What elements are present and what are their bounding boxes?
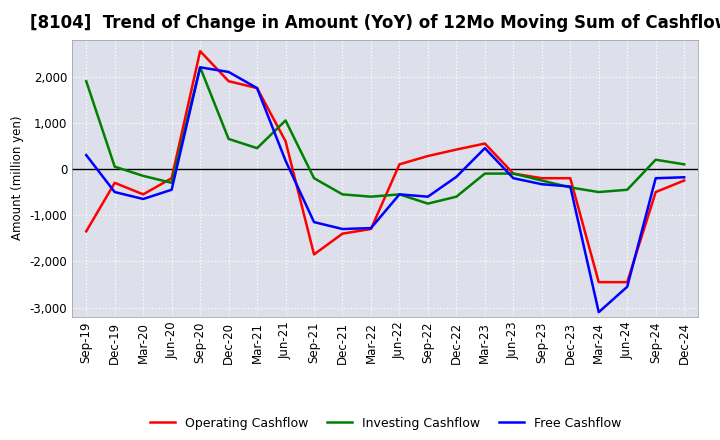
Investing Cashflow <box>509 171 518 176</box>
Operating Cashflow <box>480 141 489 146</box>
Free Cashflow <box>196 65 204 70</box>
Investing Cashflow <box>452 194 461 199</box>
Operating Cashflow <box>537 176 546 181</box>
Investing Cashflow <box>196 65 204 70</box>
Investing Cashflow <box>139 173 148 179</box>
Free Cashflow <box>310 220 318 225</box>
Investing Cashflow <box>253 146 261 151</box>
Investing Cashflow <box>167 180 176 185</box>
Operating Cashflow <box>509 171 518 176</box>
Operating Cashflow <box>366 226 375 231</box>
Operating Cashflow <box>623 279 631 285</box>
Y-axis label: Amount (million yen): Amount (million yen) <box>11 116 24 240</box>
Operating Cashflow <box>652 189 660 194</box>
Investing Cashflow <box>338 192 347 197</box>
Free Cashflow <box>110 189 119 194</box>
Operating Cashflow <box>196 48 204 54</box>
Free Cashflow <box>167 187 176 192</box>
Investing Cashflow <box>537 178 546 183</box>
Free Cashflow <box>452 174 461 180</box>
Investing Cashflow <box>566 185 575 190</box>
Investing Cashflow <box>623 187 631 192</box>
Investing Cashflow <box>225 136 233 142</box>
Investing Cashflow <box>110 164 119 169</box>
Operating Cashflow <box>225 78 233 84</box>
Free Cashflow <box>509 176 518 181</box>
Title: [8104]  Trend of Change in Amount (YoY) of 12Mo Moving Sum of Cashflows: [8104] Trend of Change in Amount (YoY) o… <box>30 15 720 33</box>
Free Cashflow <box>253 85 261 91</box>
Free Cashflow <box>480 146 489 151</box>
Operating Cashflow <box>310 252 318 257</box>
Operating Cashflow <box>595 279 603 285</box>
Operating Cashflow <box>139 192 148 197</box>
Line: Operating Cashflow: Operating Cashflow <box>86 51 684 282</box>
Free Cashflow <box>282 158 290 163</box>
Free Cashflow <box>225 69 233 74</box>
Free Cashflow <box>623 284 631 290</box>
Operating Cashflow <box>110 180 119 185</box>
Free Cashflow <box>82 152 91 158</box>
Legend: Operating Cashflow, Investing Cashflow, Free Cashflow: Operating Cashflow, Investing Cashflow, … <box>145 412 626 435</box>
Free Cashflow <box>537 182 546 187</box>
Free Cashflow <box>595 309 603 315</box>
Operating Cashflow <box>253 85 261 91</box>
Investing Cashflow <box>680 161 688 167</box>
Investing Cashflow <box>82 78 91 84</box>
Investing Cashflow <box>423 201 432 206</box>
Operating Cashflow <box>452 147 461 152</box>
Investing Cashflow <box>480 171 489 176</box>
Free Cashflow <box>366 225 375 231</box>
Investing Cashflow <box>366 194 375 199</box>
Free Cashflow <box>423 194 432 199</box>
Operating Cashflow <box>338 231 347 236</box>
Investing Cashflow <box>595 189 603 194</box>
Operating Cashflow <box>423 154 432 159</box>
Operating Cashflow <box>282 139 290 144</box>
Free Cashflow <box>680 175 688 180</box>
Investing Cashflow <box>395 192 404 197</box>
Free Cashflow <box>139 196 148 202</box>
Operating Cashflow <box>395 161 404 167</box>
Investing Cashflow <box>652 157 660 162</box>
Investing Cashflow <box>282 118 290 123</box>
Operating Cashflow <box>680 178 688 183</box>
Free Cashflow <box>338 226 347 231</box>
Operating Cashflow <box>167 176 176 181</box>
Investing Cashflow <box>310 176 318 181</box>
Operating Cashflow <box>82 229 91 234</box>
Line: Free Cashflow: Free Cashflow <box>86 67 684 312</box>
Line: Investing Cashflow: Investing Cashflow <box>86 67 684 204</box>
Free Cashflow <box>566 184 575 189</box>
Operating Cashflow <box>566 176 575 181</box>
Free Cashflow <box>652 176 660 181</box>
Free Cashflow <box>395 192 404 197</box>
